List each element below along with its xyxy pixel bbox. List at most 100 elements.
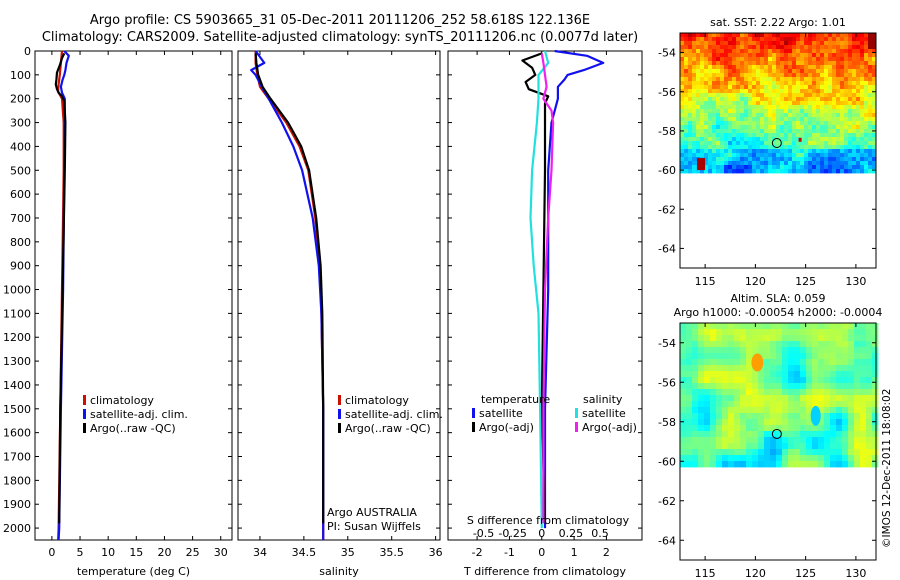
- heat-cell: [872, 73, 877, 78]
- heat-cell: [824, 109, 829, 114]
- heat-cell: [872, 455, 879, 462]
- heat-cell: [824, 89, 829, 94]
- heat-cell: [848, 105, 853, 110]
- heat-cell: [840, 61, 845, 66]
- heat-cell: [868, 153, 873, 158]
- heat-cell: [800, 431, 807, 438]
- heat-cell: [680, 85, 685, 90]
- heat-cell: [776, 149, 781, 154]
- heat-cell: [736, 53, 741, 58]
- heat-cell: [764, 449, 771, 456]
- heat-cell: [692, 61, 697, 66]
- heat-cell: [820, 121, 825, 126]
- heat-cell: [840, 161, 845, 166]
- heat-cell: [782, 329, 789, 336]
- heat-cell: [684, 125, 689, 130]
- heat-cell: [740, 371, 747, 378]
- heat-cell: [852, 57, 857, 62]
- heat-cell: [818, 443, 825, 450]
- heat-cell: [794, 413, 801, 420]
- heat-cell: [812, 449, 819, 456]
- heat-cell: [752, 101, 757, 106]
- heat-cell: [760, 97, 765, 102]
- heat-cell: [830, 341, 837, 348]
- heat-cell: [820, 149, 825, 154]
- heat-cell: [872, 105, 877, 110]
- heat-cell: [808, 37, 813, 42]
- heat-cell: [812, 455, 819, 462]
- heat-cell: [728, 165, 733, 170]
- heat-cell: [744, 113, 749, 118]
- heat-cell: [680, 443, 687, 450]
- heat-cell: [796, 137, 801, 142]
- heat-cell: [688, 117, 693, 122]
- heat-cell: [686, 383, 693, 390]
- heat-cell: [700, 85, 705, 90]
- heat-cell: [764, 157, 769, 162]
- heat-cell: [724, 49, 729, 54]
- heat-cell: [848, 65, 853, 70]
- y-tick-label: 1700: [3, 451, 31, 464]
- heat-cell: [812, 323, 819, 330]
- heat-cell: [806, 437, 813, 444]
- map-frame: [679, 32, 877, 269]
- argo-location-marker: [771, 138, 782, 149]
- heat-cell: [764, 101, 769, 106]
- heat-cell: [792, 133, 797, 138]
- heat-cell: [866, 353, 873, 360]
- heat-cell: [848, 57, 853, 62]
- heat-cell: [820, 93, 825, 98]
- heat-cell: [752, 93, 757, 98]
- heat-cell: [848, 401, 855, 408]
- heat-cell: [836, 431, 843, 438]
- heat-cell: [764, 105, 769, 110]
- heat-cell: [796, 89, 801, 94]
- heat-cell: [740, 81, 745, 86]
- heat-cell: [698, 437, 705, 444]
- heat-cell: [764, 329, 771, 336]
- heat-cell: [756, 37, 761, 42]
- heat-cell: [732, 85, 737, 90]
- heat-cell: [812, 329, 819, 336]
- heat-cell: [816, 141, 821, 146]
- heat-cell: [770, 323, 777, 330]
- heat-cell: [758, 461, 765, 468]
- heat-cell: [772, 49, 777, 54]
- heat-cell: [830, 455, 837, 462]
- heat-cell: [776, 53, 781, 58]
- heat-cell: [780, 153, 785, 158]
- heat-cell: [776, 49, 781, 54]
- heat-cell: [740, 401, 747, 408]
- heat-cell: [784, 161, 789, 166]
- heat-cell: [818, 455, 825, 462]
- heat-cell: [776, 359, 783, 366]
- heat-cell: [686, 347, 693, 354]
- heat-cell: [856, 161, 861, 166]
- heat-cell: [868, 121, 873, 126]
- heat-cell: [806, 383, 813, 390]
- heat-cell: [820, 101, 825, 106]
- heat-cell: [800, 129, 805, 134]
- heat-cell: [788, 365, 795, 372]
- heat-cell: [728, 77, 733, 82]
- heat-cell: [752, 37, 757, 42]
- heat-cell: [722, 347, 729, 354]
- heat-cell: [836, 145, 841, 150]
- heat-cell: [704, 437, 711, 444]
- heat-cell: [764, 37, 769, 42]
- heat-cell: [812, 335, 819, 342]
- heat-cell: [708, 53, 713, 58]
- heat-cell: [760, 113, 765, 118]
- heat-cell: [716, 407, 723, 414]
- heat-cell: [724, 61, 729, 66]
- heat-cell: [704, 425, 711, 432]
- heat-cell: [692, 33, 697, 38]
- header-line2: Climatology: CARS2009. Satellite-adjuste…: [42, 30, 638, 45]
- heat-cell: [806, 335, 813, 342]
- heat-cell: [760, 41, 765, 46]
- heat-cell: [776, 169, 781, 174]
- heat-cell: [840, 129, 845, 134]
- heat-cell: [684, 129, 689, 134]
- heat-cell: [680, 141, 685, 146]
